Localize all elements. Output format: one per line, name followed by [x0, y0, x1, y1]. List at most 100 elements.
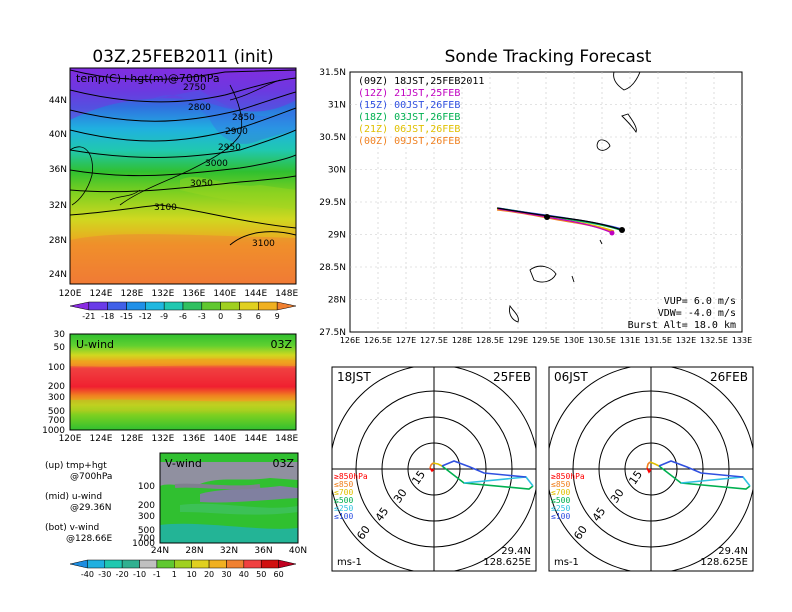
colorbar-label: 20 — [204, 570, 214, 579]
lon-tick-label: 133E — [732, 336, 752, 345]
pressure-tick-label: 1000 — [42, 426, 65, 436]
hodo-trace-surface — [646, 467, 652, 474]
colorbar-swatch — [201, 301, 221, 311]
lon-tick-label: 132.5E — [700, 336, 728, 345]
u-wind-time: 03Z — [270, 338, 292, 351]
colorbar-swatch — [139, 559, 158, 569]
hodo-trace-700 — [649, 461, 660, 467]
contour-label: 3000 — [205, 159, 228, 169]
colorbar-label: -21 — [82, 312, 95, 321]
colorbar-label: -12 — [139, 312, 152, 321]
wind-colorbar: -40 -30 -20 -10 -1 1 10 20 30 40 50 60 — [69, 559, 297, 579]
pressure-tick-label: 700 — [138, 534, 155, 544]
colorbar-label: 6 — [256, 312, 261, 321]
colorbar-swatch — [182, 301, 203, 311]
hodo-unit: ms-1 — [337, 557, 362, 568]
note-line: (mid) u-wind — [45, 492, 102, 502]
hodo-trace-100 — [441, 460, 527, 478]
track-legend-entry: (15Z) 00JST,26FEB — [358, 100, 460, 111]
hodo-lat: 29.4N — [501, 546, 531, 557]
lat-tick-label: 30.5N — [319, 133, 346, 143]
lon-tick-label: 128.5E — [476, 336, 504, 345]
island-outline — [613, 71, 641, 91]
hodo-trace-surface — [429, 467, 435, 473]
colorbar-swatch — [258, 301, 278, 311]
lat-tick-label: 36N — [254, 546, 272, 556]
hodo-trace-850 — [646, 461, 651, 469]
pressure-tick-label: 200 — [48, 382, 65, 392]
colorbar-label: 50 — [256, 570, 266, 579]
colorbar-swatch — [163, 301, 184, 311]
lon-tick-label: 127.5E — [420, 336, 448, 345]
lat-tick-label: 44N — [49, 96, 67, 106]
colorbar-swatch — [121, 559, 140, 569]
contour-label: 2800 — [188, 103, 211, 113]
pressure-tick-label: 500 — [138, 526, 155, 536]
sonde-tracks — [496, 207, 625, 236]
track-end-marker — [609, 230, 615, 236]
track-start-marker — [544, 214, 550, 220]
pressure-tick-label: 100 — [48, 363, 65, 373]
colorbar-label: 3 — [237, 312, 242, 321]
colorbar-label: -30 — [98, 570, 111, 579]
colorbar-label: -1 — [153, 570, 161, 579]
colorbar-label: -40 — [81, 570, 94, 579]
pressure-legend-entry: ≥850hPa — [551, 472, 585, 481]
lon-tick-label: 140E — [213, 434, 236, 444]
lon-tick-label: 126.5E — [364, 336, 392, 345]
colorbar-label: -9 — [160, 312, 168, 321]
lon-tick-label: 127E — [396, 336, 416, 345]
pressure-legend-entry: ≥850hPa — [334, 472, 368, 481]
pressure-legend-entry: ≤700 — [334, 488, 353, 497]
pressure-tick-label: 30 — [54, 330, 66, 340]
v-wind-time: 03Z — [272, 457, 294, 470]
hodo-lon: 128.625E — [700, 557, 748, 568]
lon-tick-label: 128E — [120, 434, 143, 444]
pressure-legend-entry: ≤100 — [551, 512, 570, 521]
param-vdw: VDW= -4.0 m/s — [658, 308, 736, 319]
island-outline — [599, 239, 603, 245]
lon-tick-label: 124E — [90, 289, 113, 299]
note-line: (up) tmp+hgt — [45, 461, 107, 471]
pressure-tick-label: 50 — [54, 343, 66, 353]
lon-tick-label: 120E — [59, 434, 82, 444]
lon-tick-label: 129E — [508, 336, 528, 345]
pressure-legend-entry: ≤850 — [551, 480, 570, 489]
hodo-unit: ms-1 — [554, 557, 579, 568]
lat-tick-label: 40N — [289, 546, 307, 556]
v-wind-label: V-wind — [165, 457, 202, 470]
pressure-legend-entry: ≤700 — [551, 488, 570, 497]
right-title: Sonde Tracking Forecast — [445, 47, 652, 67]
lat-tick-label: 27.5N — [319, 328, 346, 338]
hodo-trace-100 — [658, 460, 744, 478]
hodo-trace-500 — [441, 465, 534, 490]
lon-tick-label: 130.5E — [588, 336, 616, 345]
lat-tick-label: 29.5N — [319, 198, 346, 208]
colorbar-label: -15 — [120, 312, 133, 321]
colorbar-label: 30 — [221, 570, 231, 579]
lat-tick-label: 30N — [328, 166, 346, 176]
lat-tick-label: 24N — [151, 546, 169, 556]
colorbar-label: 1 — [172, 570, 177, 579]
colorbar-label: -18 — [101, 312, 114, 321]
lon-tick-label: 144E — [244, 434, 267, 444]
lon-tick-label: 128E — [120, 289, 143, 299]
note-line: @29.36N — [70, 503, 112, 513]
lon-tick-label: 129.5E — [532, 336, 560, 345]
lon-tick-label: 120E — [59, 289, 82, 299]
pressure-legend-entry: ≤250 — [334, 504, 353, 513]
pressure-tick-label: 300 — [138, 512, 155, 522]
lat-tick-label: 28N — [185, 546, 203, 556]
pressure-legend-entry: ≤100 — [334, 512, 353, 521]
lon-tick-label: 128E — [452, 336, 472, 345]
colorbar-label: -6 — [179, 312, 187, 321]
colorbar-label: 9 — [275, 312, 280, 321]
hodo-time: 06JST — [554, 370, 588, 384]
lon-tick-label: 140E — [213, 289, 236, 299]
lat-tick-label: 32N — [49, 201, 67, 211]
colorbar-swatch — [208, 559, 227, 569]
